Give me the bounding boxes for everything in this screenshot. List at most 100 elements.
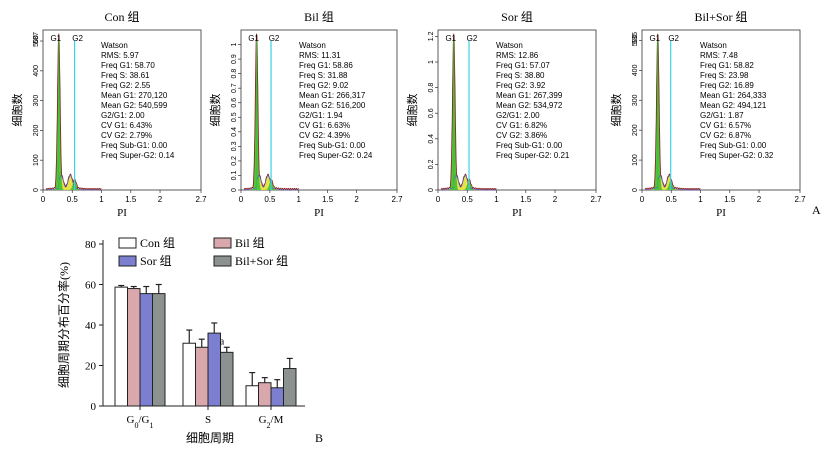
y-tick-label: 0.9 (231, 54, 238, 64)
stat-line: Freq Super-G2: 0.21 (496, 151, 570, 160)
y-tick-label: 300 (632, 94, 639, 106)
x-tick-label: 1 (698, 195, 703, 204)
stat-line: Freq G2: 9.02 (299, 81, 349, 90)
y-tick-label: 60 (85, 280, 97, 292)
stat-line: CV G1: 6.57% (700, 121, 751, 130)
y-tick-label: 1 (231, 42, 238, 46)
x-axis-title: PI (314, 207, 324, 219)
x-tick-label: 0 (640, 195, 645, 204)
x-tick-label: 2.7 (794, 195, 806, 204)
panel-label-a: A (812, 203, 821, 217)
stat-line: G2/G1: 2.00 (496, 111, 540, 120)
stat-line: Freq Sub-G1: 0.00 (299, 141, 366, 150)
bar (114, 286, 128, 407)
stat-line: Freq Super-G2: 0.14 (101, 151, 175, 160)
y-tick-label: 80 (85, 239, 97, 251)
x-tick-label: 2.7 (590, 195, 602, 204)
y-tick-label: 0 (33, 188, 40, 192)
stat-line: RMS: 7.48 (700, 51, 738, 60)
y-tick-label: 0.3 (231, 141, 238, 151)
x-tick-label: 0 (41, 195, 46, 204)
stat-line: Freq G1: 57.07 (496, 61, 550, 70)
bar (127, 288, 141, 407)
legend-swatch (118, 255, 137, 267)
legend-swatch (213, 237, 232, 249)
x-tick-label: 1.5 (322, 195, 334, 204)
y-tick-label: 1 (428, 60, 435, 64)
stat-line: CV G2: 6.87% (700, 131, 751, 140)
y-tick-label: 300 (33, 95, 40, 107)
stat-line: Freq Sub-G1: 0.00 (700, 141, 767, 150)
stat-line: RMS: 12.86 (496, 51, 539, 60)
y-tick-label: 400 (632, 64, 639, 76)
histogram-title: Con 组 (104, 10, 139, 24)
y-max-label: 535 (632, 32, 639, 44)
x-axis-title: PI (512, 207, 522, 219)
stat-line: Watson (101, 41, 128, 50)
y-tick-label: 500 (632, 35, 639, 47)
x-tick-label: 2 (158, 195, 163, 204)
g1-label: G1 (50, 34, 61, 43)
stat-line: Freq Super-G2: 0.32 (700, 151, 774, 160)
y-tick-label: 100 (632, 154, 639, 166)
x-tick-label: 0 (239, 195, 244, 204)
legend-label: Bil+Sor 组 (235, 254, 288, 268)
g2-label: G2 (668, 34, 679, 43)
stat-line: G2/G1: 1.87 (700, 111, 744, 120)
y-tick-label: 400 (33, 65, 40, 77)
stat-line: Freq Sub-G1: 0.00 (496, 141, 563, 150)
stat-line: Freq G1: 58.70 (101, 61, 155, 70)
x-tick-label: 0.5 (67, 195, 79, 204)
stat-line: Mean G1: 267,399 (496, 91, 563, 100)
stat-line: Watson (496, 41, 523, 50)
bar (195, 346, 209, 407)
x-tick-label: 2 (354, 195, 359, 204)
panel-label-b: B (315, 431, 323, 445)
g2-label: G2 (72, 34, 83, 43)
y-tick-label: 20 (85, 361, 97, 373)
x-tick-label: 1 (99, 195, 104, 204)
stat-line: Freq Sub-G1: 0.00 (101, 141, 168, 150)
y-tick-label: 0.7 (231, 83, 238, 93)
stat-line: Freq G2: 16.89 (700, 81, 754, 90)
stat-line: Watson (700, 41, 727, 50)
model-fit-line (644, 175, 701, 191)
g2-label: G2 (467, 34, 478, 43)
x-tick-label: G0/G1 (127, 414, 154, 430)
stat-line: Freq G2: 3.92 (496, 81, 546, 90)
stat-line: Mean G1: 270,120 (101, 91, 168, 100)
x-tick-label: 0.5 (666, 195, 678, 204)
y-tick-label: 0.5 (231, 112, 238, 122)
plot-frame (641, 29, 801, 191)
x-tick-label: 2 (757, 195, 762, 204)
y-tick-label: 0 (91, 401, 97, 413)
y-tick-label: 0.4 (428, 134, 435, 144)
bar (283, 368, 297, 407)
legend-label: Sor 组 (140, 254, 172, 268)
bar (139, 293, 153, 407)
fill-g1-peak (243, 34, 299, 190)
y-tick-label: 0.6 (231, 98, 238, 108)
legend-label: Bil 组 (235, 236, 265, 250)
stat-line: CV G2: 4.39% (299, 131, 350, 140)
stat-line: Freq S: 23.98 (700, 71, 749, 80)
y-axis-title: 细胞数 (610, 94, 623, 127)
histogram-title: Sor 组 (501, 10, 533, 24)
legend-swatch (118, 237, 137, 249)
y-axis-title: 细胞数 (209, 94, 222, 127)
x-tick-label: S (205, 414, 211, 426)
x-tick-label: G2/M (259, 414, 284, 430)
y-tick-label: 200 (632, 124, 639, 136)
stat-line: CV G2: 2.79% (101, 131, 152, 140)
fill-g1-peak (440, 34, 497, 190)
fill-g1-peak (45, 34, 102, 190)
y-tick-label: 500 (33, 35, 40, 47)
legend-swatch (213, 255, 232, 267)
y-tick-label: 1.2 (428, 31, 435, 41)
x-tick-label: 2.7 (391, 195, 403, 204)
stat-line: G2/G1: 2.00 (101, 111, 145, 120)
stat-line: Mean G2: 516,200 (299, 101, 366, 110)
